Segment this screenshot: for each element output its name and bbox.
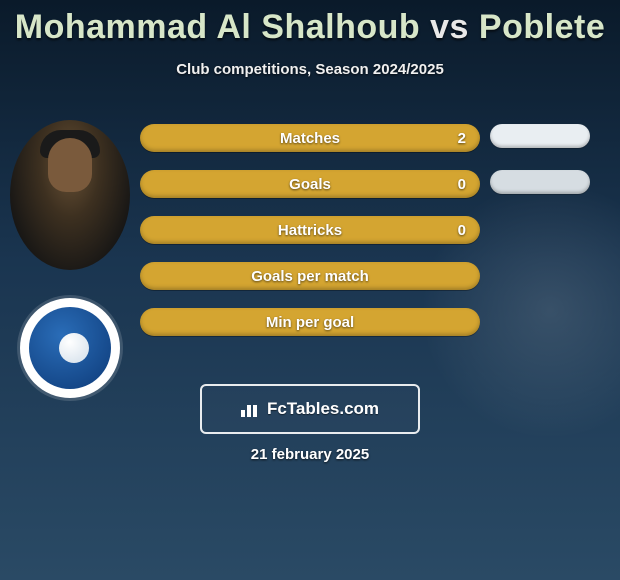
bar-row-gpm: Goals per match	[140, 262, 480, 290]
page-title: Mohammad Al Shalhoub vs Poblete	[0, 8, 620, 47]
content-root: Mohammad Al Shalhoub vs Poblete Club com…	[0, 0, 620, 78]
bar-min-per-goal: Min per goal	[140, 308, 480, 336]
watermark-box: FcTables.com	[200, 384, 420, 434]
pill-matches	[490, 124, 590, 148]
bar-label: Goals	[140, 176, 480, 193]
title-vs: vs	[430, 8, 469, 46]
pill-goals	[490, 170, 590, 194]
title-player2: Poblete	[479, 8, 605, 46]
bar-label: Hattricks	[140, 222, 480, 239]
club-badge	[20, 298, 120, 398]
stats-bars: Matches 2 Goals 0 Hattricks 0 Goals per …	[140, 124, 480, 354]
subtitle: Club competitions, Season 2024/2025	[0, 61, 620, 78]
bar-label: Matches	[140, 130, 480, 147]
bar-row-goals: Goals 0	[140, 170, 480, 198]
bar-value: 0	[458, 176, 466, 193]
bar-goals-per-match: Goals per match	[140, 262, 480, 290]
bar-row-hattricks: Hattricks 0	[140, 216, 480, 244]
title-player1: Mohammad Al Shalhoub	[15, 8, 420, 46]
bar-row-matches: Matches 2	[140, 124, 480, 152]
bar-label: Min per goal	[140, 314, 480, 331]
bar-row-mpg: Min per goal	[140, 308, 480, 336]
player-photo	[10, 120, 130, 270]
club-badge-inner	[29, 307, 111, 389]
watermark-text: FcTables.com	[267, 399, 379, 419]
footer-date: 21 february 2025	[0, 446, 620, 463]
bar-label: Goals per match	[140, 268, 480, 285]
opponent-pills	[490, 124, 600, 216]
bar-value: 2	[458, 130, 466, 147]
bar-hattricks: Hattricks 0	[140, 216, 480, 244]
bar-chart-icon	[241, 401, 261, 417]
bar-value: 0	[458, 222, 466, 239]
bar-goals: Goals 0	[140, 170, 480, 198]
avatar-column	[10, 120, 130, 398]
bar-matches: Matches 2	[140, 124, 480, 152]
